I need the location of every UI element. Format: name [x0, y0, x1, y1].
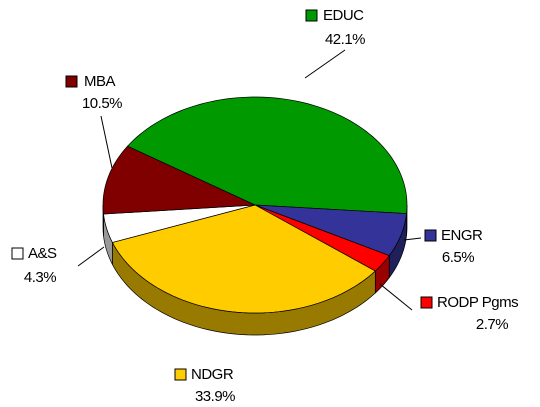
leader-line: [403, 237, 422, 241]
legend-swatch: [65, 75, 78, 88]
legend-swatch: [305, 9, 318, 22]
slice-name: NDGR: [191, 366, 234, 383]
slice-value-label: 2.7%: [476, 316, 508, 333]
legend-swatch: [420, 296, 433, 309]
slice-value-label: 4.3%: [24, 269, 56, 286]
slice: [103, 204, 256, 243]
legend-swatch: [11, 247, 24, 260]
slice-name: A&S: [28, 245, 57, 262]
slice-name: RODP Pgms: [437, 294, 518, 311]
leader-line: [379, 283, 413, 311]
slice-value-label: 42.1%: [325, 31, 365, 48]
slice-name: EDUC: [323, 7, 364, 24]
slice-name: ENGR: [441, 227, 483, 244]
slice-value-label: 10.5%: [82, 95, 122, 112]
slice: [254, 204, 390, 272]
slice: [126, 96, 408, 214]
slice: [102, 145, 256, 215]
leader-line: [304, 49, 346, 79]
slice: [111, 204, 376, 314]
slice: [254, 204, 407, 257]
legend-swatch: [174, 368, 187, 381]
leader-line: [100, 115, 113, 169]
legend-swatch: [424, 229, 437, 242]
slice-name: MBA: [84, 73, 116, 90]
slice-value-label: 33.9%: [195, 388, 235, 405]
leader-line: [77, 246, 105, 267]
slice-value-label: 6.5%: [442, 249, 474, 266]
